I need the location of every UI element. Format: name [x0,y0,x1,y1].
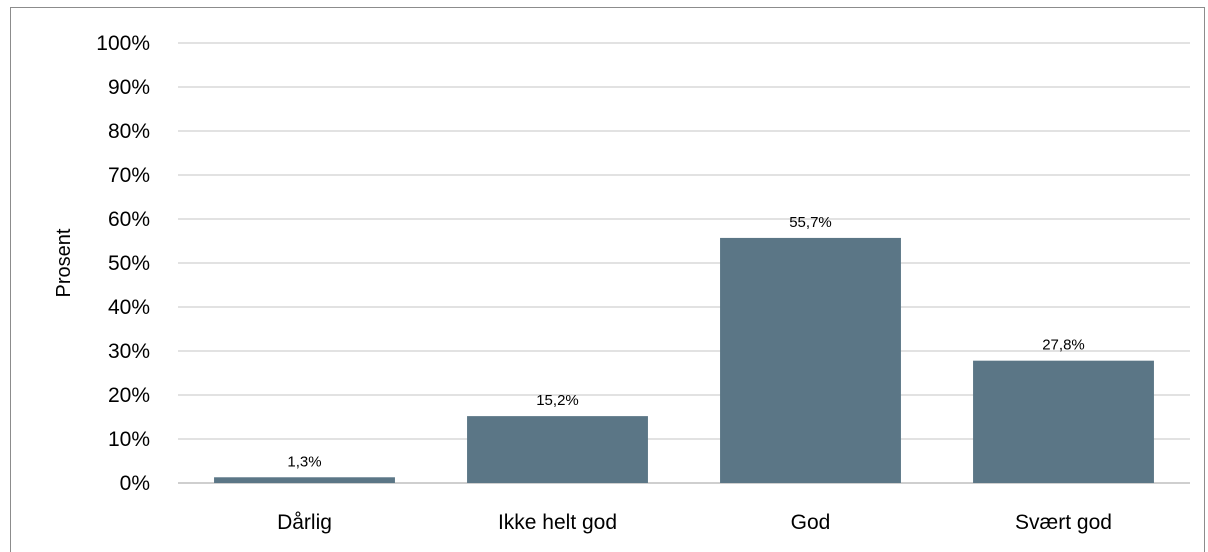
data-label: 1,3% [287,453,321,470]
y-tick-label: 10% [108,428,150,451]
y-axis-ticks: 0% 10% 20% 30% 40% 50% 60% 70% 80% 90% 100% [96,32,150,495]
bar [720,237,901,483]
y-tick-label: 80% [108,120,150,143]
y-tick-label: 90% [108,76,150,99]
y-tick-label: 0% [120,472,150,495]
y-tick-label: 50% [108,252,150,275]
chart-frame [10,7,1205,552]
y-tick-label: 40% [108,296,150,319]
data-labels: 1,3% 15,2% 55,7% 27,8% [287,214,1084,470]
y-tick-label: 100% [96,32,150,55]
bar [973,360,1154,483]
y-tick-label: 30% [108,340,150,363]
data-label: 15,2% [536,392,579,409]
x-category-label: Dårlig [277,511,332,534]
x-axis-categories: Dårlig Ikke helt god God Svært god [277,511,1112,534]
x-category-label: Ikke helt god [498,511,617,534]
y-tick-label: 70% [108,164,150,187]
x-category-label: God [791,511,831,534]
y-axis-label: Prosent [53,228,75,297]
bars [214,237,1154,483]
bar [467,416,648,483]
y-tick-label: 60% [108,208,150,231]
y-tick-label: 20% [108,384,150,407]
x-category-label: Svært god [1015,511,1112,534]
bar [214,477,395,483]
data-label: 55,7% [789,214,832,231]
data-label: 27,8% [1042,337,1085,354]
